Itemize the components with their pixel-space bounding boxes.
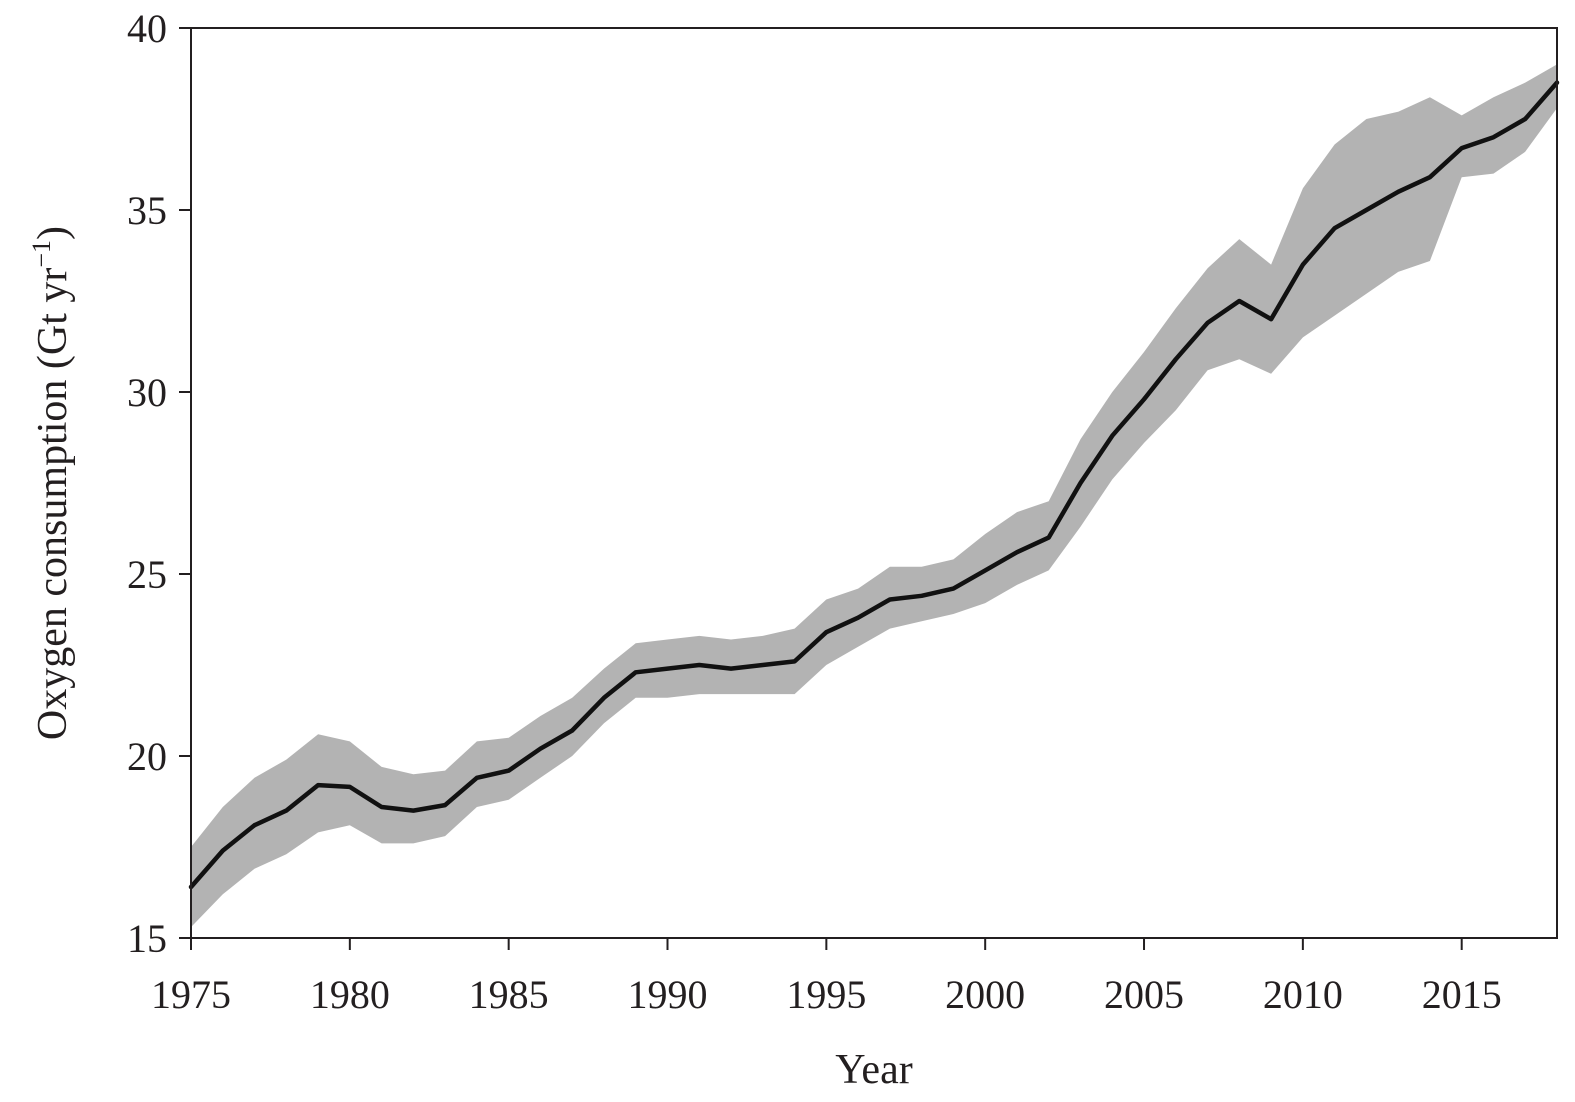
x-tick-label: 2000	[945, 972, 1025, 1017]
y-axis-title-superscript: −1	[27, 240, 56, 268]
x-tick-label: 1985	[469, 972, 549, 1017]
uncertainty-band-layer	[191, 64, 1557, 928]
y-axis-title: Oxygen consumption (Gt yr−1)	[27, 226, 76, 740]
x-axis-title: Year	[835, 1047, 912, 1093]
y-tick-label: 40	[127, 6, 167, 51]
x-axis-ticks: 1975 1980 1985 1990 1995 2000 2005 2010 2015	[151, 938, 1502, 1017]
x-tick-label: 2015	[1422, 972, 1502, 1017]
series-line-0	[188, 80, 1560, 890]
y-axis-title-main: Oxygen consumption (Gt yr	[30, 268, 76, 740]
mean-line-layer	[188, 80, 1560, 890]
x-tick-label: 2005	[1104, 972, 1184, 1017]
x-tick-label: 1995	[786, 972, 866, 1017]
y-tick-label: 30	[127, 370, 167, 415]
x-tick-label: 1990	[628, 972, 708, 1017]
y-axis-ticks: 15 20 25 30 35 40	[127, 6, 191, 961]
x-tick-label: 2010	[1263, 972, 1343, 1017]
x-tick-label: 1980	[310, 972, 390, 1017]
uncertainty-band	[191, 64, 1557, 928]
plot-frame	[190, 27, 1558, 939]
y-tick-label: 25	[127, 552, 167, 597]
y-tick-label: 20	[127, 734, 167, 779]
x-tick-label: 1975	[151, 972, 231, 1017]
y-tick-label: 35	[127, 188, 167, 233]
y-tick-label: 15	[127, 916, 167, 961]
y-axis-title-close: )	[30, 226, 76, 240]
